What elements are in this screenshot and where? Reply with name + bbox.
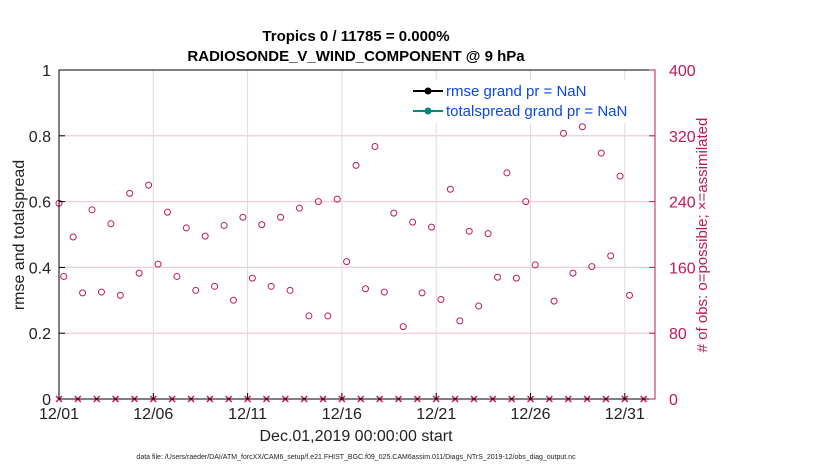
y-axis-label-left: rmse and totalspread (11, 160, 28, 310)
possible-obs-point (173, 272, 181, 280)
x-tick-label: 12/26 (510, 406, 550, 423)
possible-obs-point (116, 291, 124, 299)
left-tick-label: 0.4 (29, 260, 51, 277)
possible-obs-point (220, 221, 228, 229)
legend: rmse grand pr = NaN totalspread grand pr… (407, 80, 654, 123)
possible-obs-point (267, 282, 275, 290)
possible-obs-point (569, 269, 577, 277)
data-file-footnote: data file: /Users/raeder/DAI/ATM_forcXX/… (136, 454, 576, 461)
left-tick-label: 0 (42, 392, 51, 409)
legend-totalspread-label: totalspread grand pr = NaN (446, 103, 627, 120)
x-tick-label: 12/16 (322, 406, 362, 423)
possible-obs-point (390, 209, 398, 217)
possible-obs-point (107, 220, 115, 228)
possible-obs-point (380, 288, 388, 296)
possible-obs-point (550, 297, 558, 305)
possible-obs-point (182, 224, 190, 232)
possible-obs-point (616, 172, 624, 180)
legend-rmse-label: rmse grand pr = NaN (446, 83, 586, 100)
possible-obs-point (418, 289, 426, 297)
possible-obs-point (371, 142, 379, 150)
possible-obs-point (126, 189, 134, 197)
possible-obs-point (135, 269, 143, 277)
possible-obs-point (145, 181, 153, 189)
x-axis-ticks: 12/01 12/06 12/11 12/16 12/21 12/26 12/31 (39, 393, 645, 423)
possible-obs-point (277, 213, 285, 221)
possible-obs-point (97, 288, 105, 296)
possible-obs-point (154, 260, 162, 268)
left-tick-label: 1 (42, 63, 51, 80)
possible-obs-point (248, 274, 256, 282)
x-axis-label: Dec.01,2019 00:00:00 start (259, 428, 453, 445)
possible-obs-point (494, 273, 502, 281)
possible-obs-point (201, 232, 209, 240)
y-axis-label-right: # of obs: o=possible; ×=assimilated (694, 118, 711, 353)
possible-obs-point (79, 289, 87, 297)
possible-obs-point (597, 149, 605, 157)
right-tick-label: 240 (669, 195, 696, 212)
legend-box (407, 80, 654, 123)
x-tick-label: 12/31 (605, 406, 645, 423)
right-tick-label: 80 (669, 326, 687, 343)
possible-obs-point (361, 285, 369, 293)
possible-obs-point (446, 185, 454, 193)
possible-obs-point (324, 312, 332, 320)
possible-obs-point (60, 272, 68, 280)
right-tick-label: 320 (669, 129, 696, 146)
possible-obs-point (475, 302, 483, 310)
left-tick-label: 0.2 (29, 326, 51, 343)
x-tick-label: 12/11 (228, 406, 267, 423)
possible-obs-point (163, 208, 171, 216)
possible-obs-point (465, 227, 473, 235)
x-tick-label: 12/21 (416, 406, 456, 423)
legend-rmse-marker (424, 87, 432, 95)
possible-obs-point (192, 286, 200, 294)
possible-obs-point (409, 218, 417, 226)
possible-obs-point (352, 161, 360, 169)
possible-obs-point (239, 213, 247, 221)
possible-obs-point (314, 198, 322, 206)
possible-obs-point (512, 274, 520, 282)
legend-totalspread-marker (424, 107, 432, 115)
possible-obs-point (578, 123, 586, 131)
possible-obs-point (522, 198, 530, 206)
possible-obs-point (333, 195, 341, 203)
right-tick-label: 0 (669, 392, 678, 409)
x-tick-label: 12/01 (39, 406, 79, 423)
possible-obs-point (258, 221, 266, 229)
right-axis-ticks: 0 80 160 240 320 400 (649, 63, 696, 409)
left-axis-ticks: 0 0.2 0.4 0.6 0.8 1 (29, 63, 65, 409)
possible-obs-point (456, 317, 464, 325)
plot-area (59, 70, 655, 399)
chart-title-line2: RADIOSONDE_V_WIND_COMPONENT @ 9 hPa (187, 48, 525, 65)
possible-obs-point (531, 261, 539, 269)
possible-obs-point (229, 296, 237, 304)
possible-obs-point (560, 129, 568, 137)
possible-obs-point (211, 282, 219, 290)
left-tick-label: 0.6 (29, 195, 51, 212)
possible-obs-point (484, 230, 492, 238)
possible-obs-point (399, 323, 407, 331)
possible-obs-point (343, 258, 351, 266)
possible-obs-point (428, 223, 435, 231)
possible-obs-point (607, 252, 615, 260)
right-tick-label: 160 (669, 260, 696, 277)
possible-obs-point (295, 204, 303, 212)
chart-title-line1: Tropics 0 / 11785 = 0.000% (262, 28, 449, 45)
right-tick-label: 400 (669, 63, 696, 80)
left-tick-label: 0.8 (29, 129, 51, 146)
possible-obs-point (503, 169, 511, 177)
possible-obs-point (437, 295, 445, 303)
possible-obs-point (626, 291, 634, 299)
possible-obs-point (588, 263, 596, 271)
possible-obs-point (88, 206, 96, 214)
x-tick-label: 12/06 (133, 406, 173, 423)
possible-obs-point (286, 286, 294, 294)
possible-obs-point (69, 233, 77, 241)
possible-obs-point (305, 312, 313, 320)
